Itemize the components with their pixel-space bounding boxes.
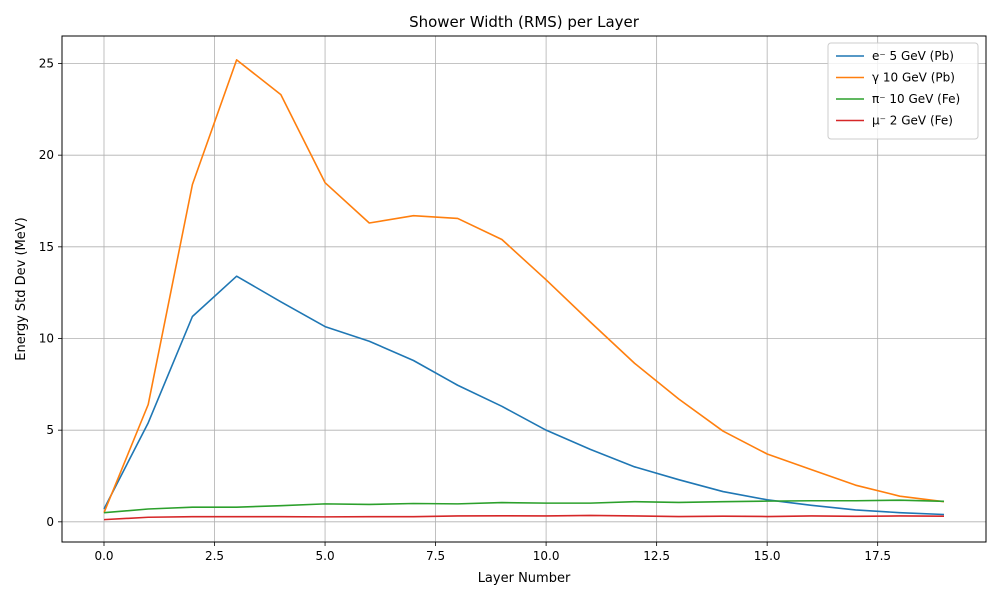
y-axis-label: Energy Std Dev (MeV) — [14, 217, 29, 360]
series-line-3 — [103, 514, 945, 521]
series-lines — [103, 59, 945, 521]
x-tick-label: 15.0 — [754, 549, 781, 563]
plot-frame — [61, 35, 987, 543]
x-tick-label: 17.5 — [864, 549, 891, 563]
series-line-1 — [103, 59, 945, 513]
x-axis-ticks: 0.0 2.5 5.0 7.5 10.0 12.5 15.0 17.5 — [94, 542, 891, 563]
y-tick-label: 15 — [39, 240, 54, 254]
y-tick-label: 20 — [39, 148, 54, 162]
legend: e⁻ 5 GeV (Pb) γ 10 GeV (Pb) π⁻ 10 GeV (Fe)… — [827, 42, 979, 140]
y-tick-label: 5 — [46, 423, 54, 437]
x-tick-label: 5.0 — [316, 549, 335, 563]
y-tick-label: 10 — [39, 332, 54, 346]
x-tick-label: 7.5 — [426, 549, 445, 563]
x-tick-label: 2.5 — [205, 549, 224, 563]
x-tick-label: 12.5 — [643, 549, 670, 563]
x-tick-label: 10.0 — [533, 549, 560, 563]
x-tick-label: 0.0 — [94, 549, 113, 563]
legend-label-2: π⁻ 10 GeV (Fe) — [872, 92, 960, 106]
series-line-2 — [103, 499, 945, 514]
legend-label-3: μ⁻ 2 GeV (Fe) — [872, 114, 953, 128]
series-line-0 — [103, 275, 945, 516]
y-tick-label: 0 — [46, 515, 54, 529]
x-axis-label: Layer Number — [478, 571, 571, 586]
legend-label-1: γ 10 GeV (Pb) — [872, 71, 955, 85]
legend-box — [827, 42, 979, 140]
y-tick-label: 25 — [39, 57, 54, 71]
chart-title: Shower Width (RMS) per Layer — [409, 13, 640, 31]
legend-label-0: e⁻ 5 GeV (Pb) — [872, 49, 954, 63]
y-axis-ticks: 0 5 10 15 20 25 — [39, 57, 62, 529]
